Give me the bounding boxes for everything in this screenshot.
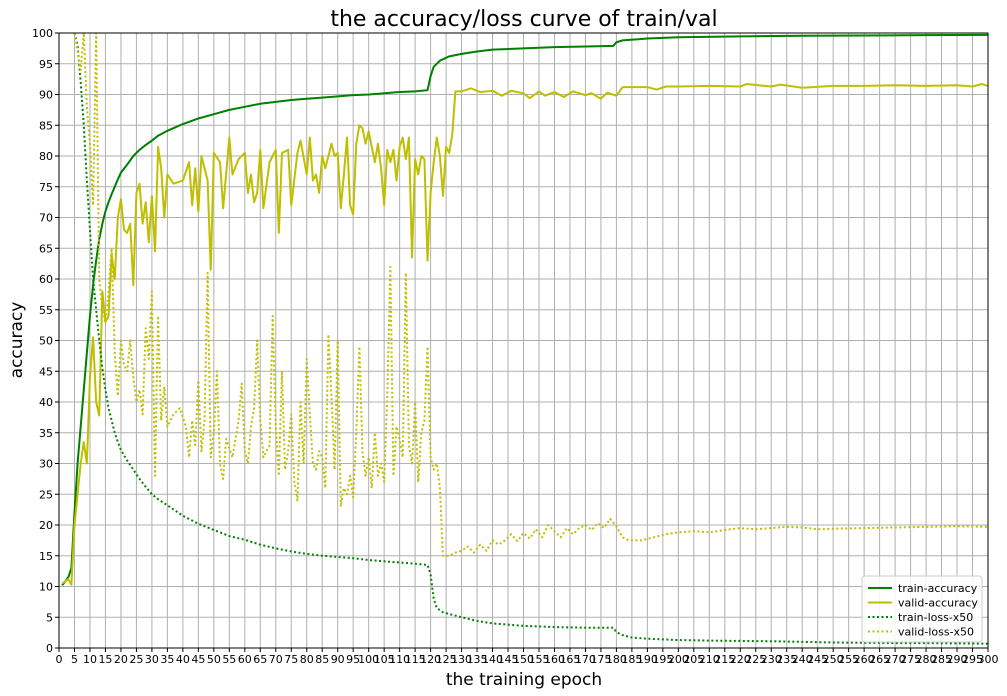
x-axis-label: the training epoch xyxy=(446,670,602,690)
y-tick-label: 90 xyxy=(39,89,53,102)
legend-label-valid-accuracy: valid-accuracy xyxy=(898,597,978,610)
legend: train-accuracy valid-accuracytrain-loss-x… xyxy=(861,575,983,643)
y-tick-label: 85 xyxy=(39,119,53,132)
x-tick-label: 25 xyxy=(129,653,143,666)
y-tick-label: 55 xyxy=(39,304,53,317)
x-tick-label: 30 xyxy=(145,653,159,666)
x-tick-label: 85 xyxy=(315,653,329,666)
x-tick-label: 210 xyxy=(699,653,720,666)
y-tick-label: 15 xyxy=(39,550,53,563)
x-tick-label: 70 xyxy=(269,653,283,666)
y-axis-label: accuracy xyxy=(7,302,27,379)
legend-box xyxy=(861,575,983,643)
x-tick-label: 170 xyxy=(575,653,596,666)
series-layer xyxy=(61,33,988,645)
x-tick-label: 270 xyxy=(885,653,906,666)
y-tick-label: 30 xyxy=(39,458,53,471)
y-tick-label: 20 xyxy=(39,519,53,532)
y-tick-label: 75 xyxy=(39,181,53,194)
x-tick-label: 300 xyxy=(978,653,999,666)
x-tick-label: 135 xyxy=(467,653,488,666)
x-tick-label: 15 xyxy=(98,653,112,666)
x-tick-label: 60 xyxy=(238,653,252,666)
x-tick-label: 235 xyxy=(776,653,797,666)
x-tick-label: 265 xyxy=(869,653,890,666)
y-tick-label: 0 xyxy=(46,642,53,655)
x-tick-label: 150 xyxy=(513,653,534,666)
x-tick-label: 205 xyxy=(683,653,704,666)
x-tick-label: 230 xyxy=(761,653,782,666)
x-tick-label: 40 xyxy=(176,653,190,666)
x-tick-label: 255 xyxy=(838,653,859,666)
grid-lines xyxy=(58,32,989,649)
x-tick-label: 130 xyxy=(451,653,472,666)
x-axis-ticks: 0 5 10 15 20 25 30 35 40 45 50 55 60 65 70 75 80 85 90 9510… xyxy=(56,648,999,666)
x-tick-label: 65 xyxy=(253,653,267,666)
x-tick-label: 185 xyxy=(621,653,642,666)
x-tick-label: 295 xyxy=(962,653,983,666)
series-line-train-accuracy xyxy=(61,33,988,586)
x-tick-label: 75 xyxy=(284,653,298,666)
y-tick-label: 65 xyxy=(39,242,53,255)
y-tick-label: 60 xyxy=(39,273,53,286)
y-tick-label: 5 xyxy=(46,611,53,624)
x-tick-label: 275 xyxy=(900,653,921,666)
series-line-train-loss-x50 xyxy=(73,33,988,645)
x-tick-label: 220 xyxy=(730,653,751,666)
x-tick-label: 260 xyxy=(854,653,875,666)
x-tick-label: 140 xyxy=(482,653,503,666)
x-tick-label: 225 xyxy=(745,653,766,666)
x-tick-label: 35 xyxy=(160,653,174,666)
x-tick-label: 240 xyxy=(792,653,813,666)
x-tick-label: 5 xyxy=(71,653,78,666)
y-tick-label: 95 xyxy=(39,58,53,71)
x-tick-label: 160 xyxy=(544,653,565,666)
y-tick-label: 35 xyxy=(39,427,53,440)
x-tick-label: 20 xyxy=(114,653,128,666)
x-tick-label: 10 xyxy=(83,653,97,666)
x-tick-label: 120 xyxy=(420,653,441,666)
x-tick-label: 95 xyxy=(346,653,360,666)
legend-label-valid-loss-x50: valid-loss-x50 xyxy=(898,626,974,639)
y-tick-label: 50 xyxy=(39,335,53,348)
x-tick-label: 200 xyxy=(668,653,689,666)
x-tick-label: 280 xyxy=(916,653,937,666)
y-tick-label: 100 xyxy=(32,27,53,40)
x-tick-label: 100 xyxy=(358,653,379,666)
x-tick-label: 110 xyxy=(389,653,410,666)
x-tick-label: 145 xyxy=(498,653,519,666)
x-tick-label: 155 xyxy=(528,653,549,666)
x-tick-label: 215 xyxy=(714,653,735,666)
y-tick-label: 45 xyxy=(39,365,53,378)
chart-title: the accuracy/loss curve of train/val xyxy=(330,7,717,32)
x-tick-label: 250 xyxy=(823,653,844,666)
x-tick-label: 90 xyxy=(331,653,345,666)
x-tick-label: 290 xyxy=(947,653,968,666)
x-tick-label: 180 xyxy=(606,653,627,666)
x-tick-label: 125 xyxy=(436,653,457,666)
x-tick-label: 45 xyxy=(191,653,205,666)
x-tick-label: 80 xyxy=(300,653,314,666)
x-tick-label: 55 xyxy=(222,653,236,666)
y-tick-label: 40 xyxy=(39,396,53,409)
y-tick-label: 10 xyxy=(39,581,53,594)
x-tick-label: 190 xyxy=(637,653,658,666)
legend-label-train-accuracy: train-accuracy xyxy=(898,582,978,595)
x-tick-label: 285 xyxy=(931,653,952,666)
legend-label-train-loss-x50: train-loss-x50 xyxy=(898,611,973,624)
x-tick-label: 105 xyxy=(374,653,395,666)
x-tick-label: 195 xyxy=(652,653,673,666)
y-tick-label: 70 xyxy=(39,212,53,225)
series-line-valid-accuracy xyxy=(61,83,988,586)
x-tick-label: 115 xyxy=(405,653,426,666)
y-tick-label: 25 xyxy=(39,488,53,501)
x-tick-label: 245 xyxy=(807,653,828,666)
y-axis-ticks: 0 5 10 15 20 25 30 35 40 45 50 55 60 65 70 75 80 85 90 95 10… xyxy=(32,27,59,655)
y-tick-label: 80 xyxy=(39,150,53,163)
x-tick-label: 50 xyxy=(207,653,221,666)
x-tick-label: 165 xyxy=(559,653,580,666)
x-tick-label: 175 xyxy=(590,653,611,666)
x-tick-label: 0 xyxy=(56,653,63,666)
